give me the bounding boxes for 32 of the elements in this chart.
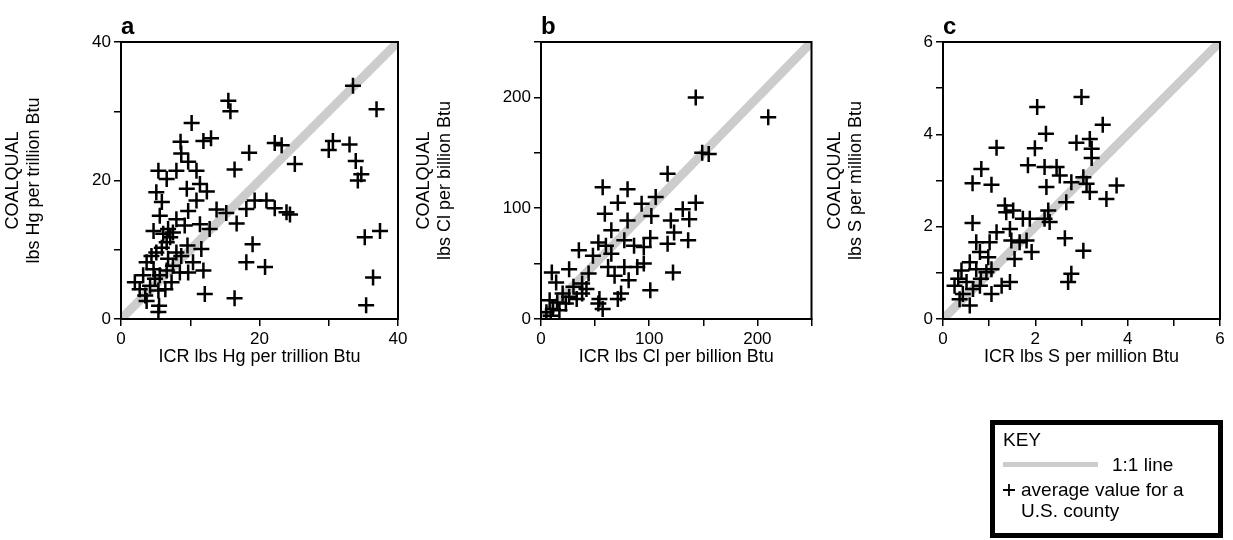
y-tick-label: 0 [101,308,111,328]
y-tick-label: 2 [923,216,933,236]
y-axis-title: COALQUAL lbs S per million Btu [823,100,866,261]
y-tick-label: 200 [502,87,531,107]
chart-title: b [541,12,556,39]
chart-title: c [943,12,957,39]
y-tick-label: 40 [92,31,111,51]
x-tick-label: 0 [116,328,126,348]
x-tick-label: 0 [938,328,948,348]
legend-title: KEY [1003,429,1043,450]
y-axis-title: COALQUAL lbs Hg per trillion Btu [1,97,44,264]
x-tick-label: 100 [635,328,664,348]
x-tick-label: 6 [1215,328,1225,348]
y-tick-label: 20 [92,170,111,190]
x-tick-label: 40 [388,328,408,348]
legend-label: average value for a U.S. county [1021,479,1185,521]
y-tick-label: 6 [923,31,933,51]
x-axis-title: ICR lbs S per million Btu [983,346,1180,367]
x-tick-label: 200 [743,328,772,348]
x-tick-label: 2 [1030,328,1041,348]
y-tick-label: 0 [923,308,933,328]
x-tick-label: 4 [1122,328,1133,348]
x-tick-label: 0 [536,328,546,348]
y-tick-label: 4 [923,124,933,144]
y-tick-label: 100 [502,197,531,217]
y-tick-label: 0 [521,308,531,328]
x-tick-label: 20 [250,328,269,348]
y-axis-title: COALQUAL lbs Cl per billion Btu [412,100,455,261]
x-axis-title: ICR lbs Hg per trillion Btu [158,346,361,367]
legend-label: 1:1 line [1112,454,1174,475]
x-axis-title: ICR lbs Cl per billion Btu [578,346,774,367]
chart-title: a [121,12,135,39]
